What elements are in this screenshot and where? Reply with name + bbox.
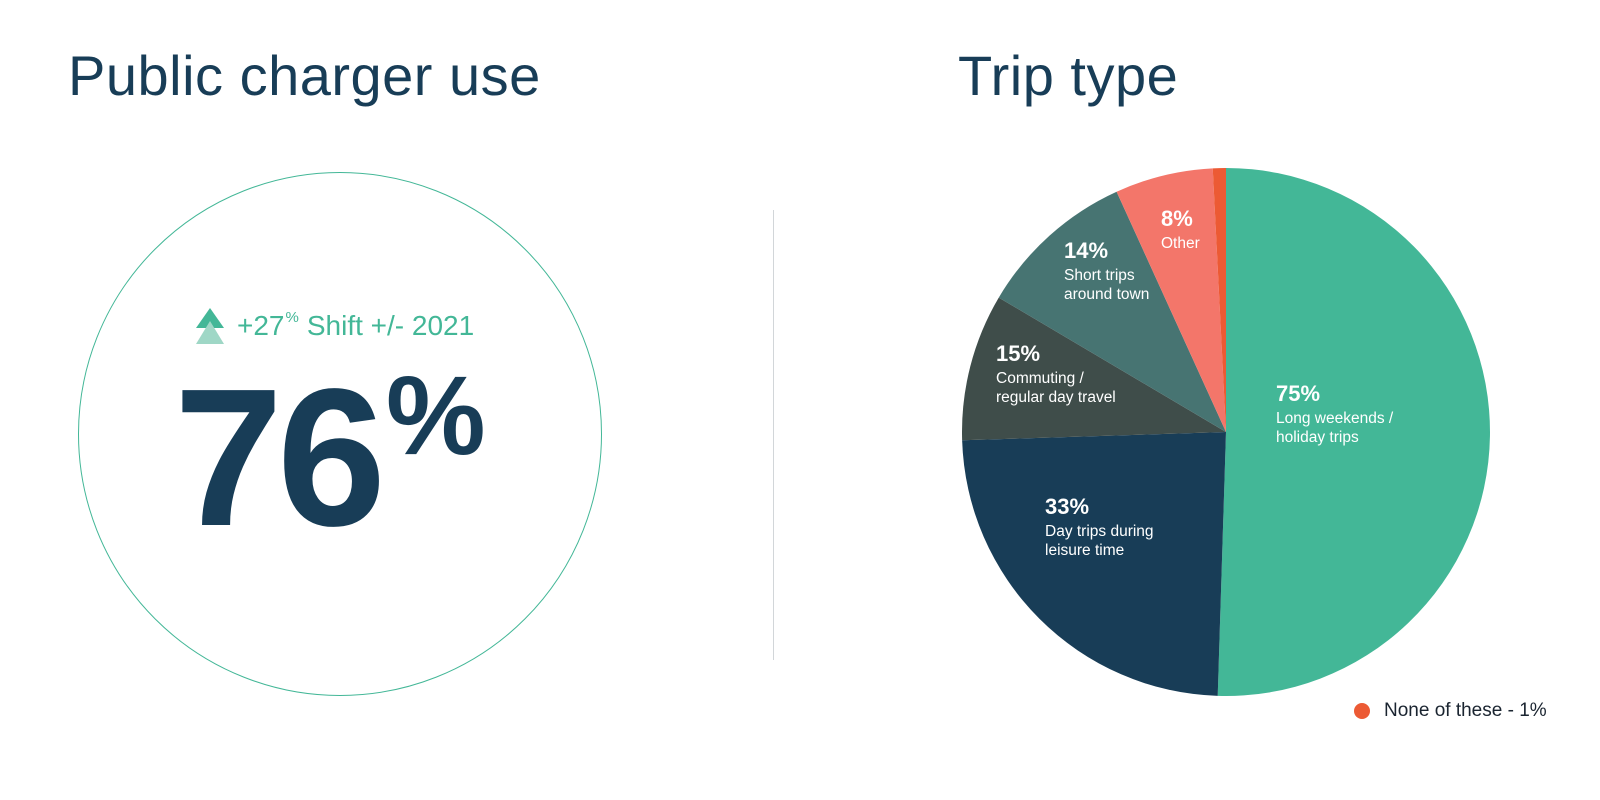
pie-slices: [961, 168, 1490, 696]
stat-ring: [78, 172, 602, 696]
pie-slice-1: [962, 432, 1226, 696]
legend-swatch: [1354, 703, 1370, 719]
shift-label: Shift +/- 2021: [306, 310, 475, 341]
chart-legend: None of these - 1%: [1354, 700, 1547, 722]
pie-slice-3: [998, 191, 1226, 432]
pie-slice-4: [1116, 168, 1226, 432]
slice-category-label-3: around town: [1064, 286, 1149, 303]
slice-category-label-1: leisure time: [1045, 542, 1124, 559]
big-stat-unit: %: [386, 353, 486, 478]
pie-slice-2: [961, 297, 1226, 441]
pie-labels: 75% Long weekends / holiday trips 33% Day tr…: [996, 206, 1394, 559]
big-stat: 76 %: [174, 360, 486, 556]
double-up-arrow-icon: [196, 308, 224, 344]
big-stat-value: 76: [174, 348, 386, 567]
slice-category-label-2: Commuting /: [996, 370, 1085, 387]
shift-unit: %: [285, 309, 299, 326]
slice-category-label-2: regular day travel: [996, 389, 1116, 406]
slice-value-label-1: 33%: [1045, 494, 1089, 519]
slice-category-label-1: Day trips during: [1045, 523, 1154, 540]
pie-slice-0: [1217, 168, 1490, 696]
slice-value-label-2: 15%: [996, 341, 1040, 366]
shift-value: +27: [237, 310, 285, 341]
slice-category-label-3: Short trips: [1064, 267, 1135, 284]
panel-divider: [773, 210, 774, 660]
legend-label: None of these - 1%: [1384, 700, 1547, 721]
slice-category-label-4: Other: [1161, 235, 1200, 252]
charger-use-title: Public charger use: [68, 44, 541, 107]
trip-type-title: Trip type: [958, 44, 1179, 107]
slice-value-label-0: 75%: [1276, 381, 1320, 406]
slice-value-label-4: 8%: [1161, 206, 1193, 231]
slice-value-label-3: 14%: [1064, 238, 1108, 263]
shift-indicator: +27 % Shift +/- 2021: [195, 308, 474, 346]
pie-slice-5: [1212, 168, 1226, 432]
slice-category-label-0: Long weekends /: [1276, 410, 1394, 427]
slice-category-label-0: holiday trips: [1276, 429, 1359, 446]
